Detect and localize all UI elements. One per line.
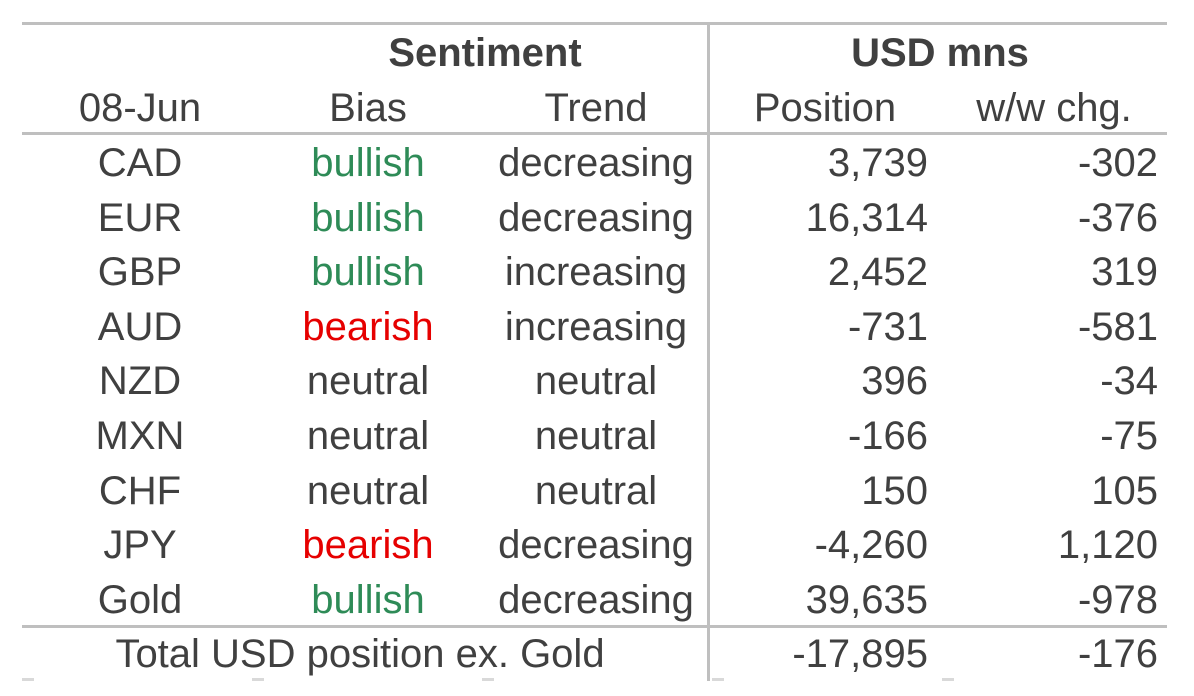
- chg-cell: 1,120: [1057, 523, 1158, 567]
- bias-cell: bearish: [302, 305, 434, 349]
- bottom-rule: [22, 678, 1167, 681]
- chg-cell: -581: [1077, 305, 1158, 349]
- column-divider: [707, 25, 710, 681]
- trend-cell: neutral: [534, 414, 658, 458]
- position-header: Position: [753, 86, 897, 130]
- currency-cell: AUD: [97, 305, 183, 349]
- trend-cell: decreasing: [498, 578, 694, 622]
- trend-cell: decreasing: [498, 196, 694, 240]
- bias-cell: bullish: [311, 578, 425, 622]
- position-cell: -4,260: [814, 523, 928, 567]
- header-rule: [22, 132, 1167, 135]
- trend-cell: neutral: [534, 359, 658, 403]
- currency-cell: CAD: [97, 141, 183, 185]
- chg-cell: -978: [1077, 578, 1158, 622]
- usd-mns-header: USD mns: [851, 31, 1029, 75]
- date-header: 08-Jun: [78, 86, 202, 130]
- trend-cell: neutral: [534, 469, 658, 513]
- currency-cell: GBP: [97, 250, 183, 294]
- bias-cell: neutral: [306, 414, 430, 458]
- total-label: Total USD position ex. Gold: [115, 632, 605, 676]
- chg-cell: -34: [1100, 359, 1158, 403]
- trend-header: Trend: [544, 86, 648, 130]
- total-position: -17,895: [792, 632, 928, 676]
- chg-cell: -302: [1077, 141, 1158, 185]
- trend-cell: decreasing: [498, 141, 694, 185]
- currency-cell: Gold: [97, 578, 183, 622]
- currency-cell: NZD: [98, 359, 182, 403]
- ww-chg-header: w/w chg.: [976, 86, 1132, 130]
- currency-cell: EUR: [97, 196, 183, 240]
- currency-cell: JPY: [103, 523, 177, 567]
- currency-cell: MXN: [95, 414, 185, 458]
- position-cell: 16,314: [805, 196, 928, 240]
- bias-cell: neutral: [306, 359, 430, 403]
- position-cell: 2,452: [827, 250, 928, 294]
- bias-cell: bullish: [311, 141, 425, 185]
- chg-cell: -376: [1077, 196, 1158, 240]
- top-rule: [22, 22, 1167, 25]
- bias-cell: bearish: [302, 523, 434, 567]
- chg-cell: 105: [1091, 469, 1158, 513]
- position-cell: 3,739: [827, 141, 928, 185]
- position-cell: 396: [861, 359, 928, 403]
- position-cell: -166: [847, 414, 928, 458]
- chg-cell: 319: [1091, 250, 1158, 294]
- bias-header: Bias: [329, 86, 407, 130]
- bias-cell: neutral: [306, 469, 430, 513]
- trend-cell: decreasing: [498, 523, 694, 567]
- trend-cell: increasing: [504, 305, 688, 349]
- position-cell: 39,635: [805, 578, 928, 622]
- bias-cell: bullish: [311, 250, 425, 294]
- currency-cell: CHF: [98, 469, 182, 513]
- chg-cell: -75: [1100, 414, 1158, 458]
- total-rule: [22, 625, 1167, 628]
- position-cell: 150: [861, 469, 928, 513]
- sentiment-header: Sentiment: [388, 31, 582, 75]
- bias-cell: bullish: [311, 196, 425, 240]
- total-chg: -176: [1077, 632, 1158, 676]
- position-cell: -731: [847, 305, 928, 349]
- trend-cell: increasing: [504, 250, 688, 294]
